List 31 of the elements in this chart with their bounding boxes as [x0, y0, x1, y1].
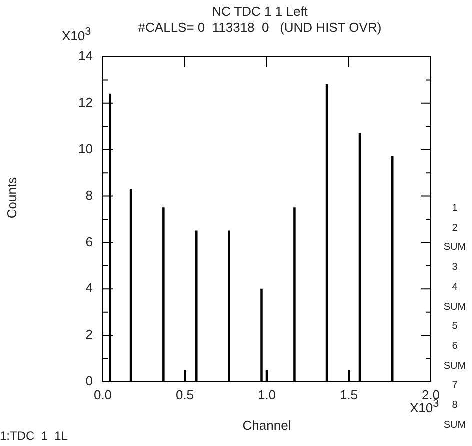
text: SUM [442, 360, 468, 372]
y-tick-label: 0 [86, 374, 93, 389]
text: 4 [451, 282, 459, 293]
y-tick-label: 2 [86, 327, 93, 342]
text: 1 [451, 203, 459, 214]
y-tick-label: 6 [86, 234, 93, 250]
y-tick-label: 12 [78, 95, 93, 110]
text: 1:TDC 1 1L [0, 429, 68, 443]
text: 8 [451, 400, 459, 411]
x-axis-title: Channel [242, 418, 292, 433]
text: SUM [442, 420, 468, 431]
x-tick-label: 0.5 [176, 387, 194, 402]
y-tick-label: 14 [78, 48, 93, 64]
y-tick-label: 4 [86, 280, 93, 296]
chart-subtitle: #CALLS= 0 113318 0 (UND HIST OVR) [138, 20, 382, 35]
text: 6 [451, 340, 459, 352]
y-tick-label: 8 [86, 188, 93, 203]
y-axis-title: Counts [4, 177, 20, 219]
chart-title: NC TDC 1 1 Left [211, 4, 309, 19]
text: X10$^{3}$ [62, 26, 92, 44]
x-tick-label: 1.0 [258, 387, 276, 402]
x-tick-label: 0.0 [94, 387, 112, 402]
text: 7 [451, 380, 459, 392]
y-tick-label: 10 [78, 141, 93, 156]
text: X10$^{3}$ [410, 398, 440, 416]
x-tick-label: 1.5 [340, 387, 358, 402]
text: 3 [451, 262, 459, 274]
text: 5 [451, 321, 459, 332]
text: 2 [451, 222, 459, 234]
text: SUM [442, 302, 468, 312]
text: SUM [442, 242, 468, 254]
